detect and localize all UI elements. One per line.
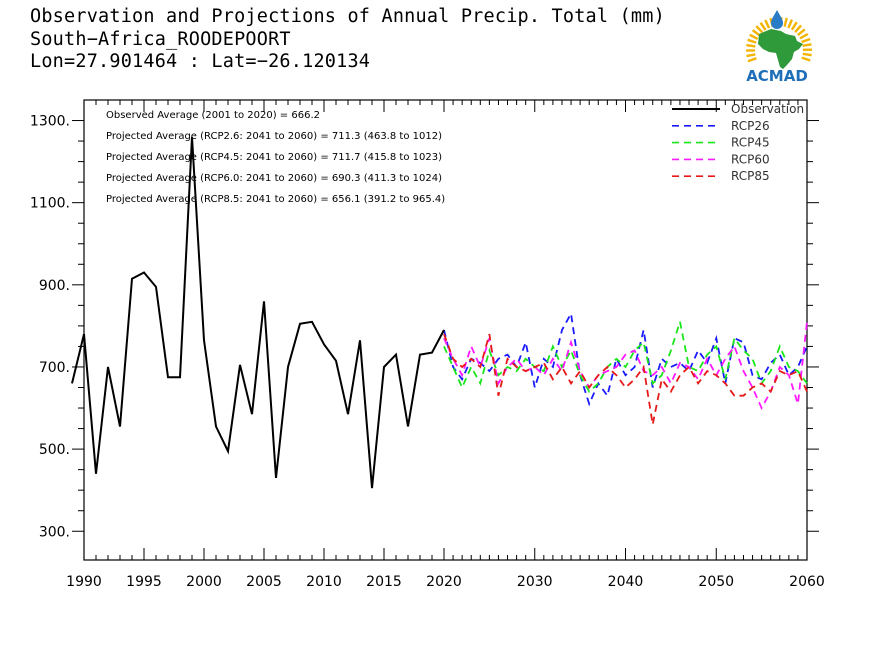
sun-ray bbox=[790, 21, 798, 31]
chart-title-line-1: Observation and Projections of Annual Pr… bbox=[30, 6, 665, 27]
sun-ray bbox=[801, 56, 811, 62]
series-line-rcp26 bbox=[443, 310, 808, 407]
sun-ray bbox=[794, 24, 802, 33]
legend-label: RCP85 bbox=[731, 169, 770, 183]
legend: Observation RCP26 RCP45 RCP60 RCP85 bbox=[672, 102, 804, 183]
x-tick-label: 2010 bbox=[306, 574, 342, 590]
series-line-rcp45 bbox=[443, 321, 808, 394]
x-tick-label: 2060 bbox=[789, 574, 825, 590]
y-tick-label: 900. bbox=[39, 278, 70, 294]
sun-ray bbox=[799, 32, 809, 40]
legend-label: RCP60 bbox=[731, 152, 770, 166]
sun-ray bbox=[746, 43, 756, 48]
plot-border bbox=[83, 99, 808, 561]
chart-title-line-3: Lon=27.901464 : Lat=−26.120134 bbox=[30, 51, 371, 72]
x-tick-label: 1995 bbox=[126, 574, 162, 590]
sun-ray bbox=[797, 28, 806, 36]
sun-ray bbox=[751, 29, 761, 37]
x-tick-label: 2040 bbox=[608, 574, 644, 590]
average-annotation: Projected Average (RCP4.5: 2041 to 2060)… bbox=[106, 152, 442, 163]
y-tick-label: 500. bbox=[39, 442, 70, 458]
sun-ray bbox=[747, 57, 757, 63]
y-tick-label: 300. bbox=[39, 524, 70, 540]
sun-ray bbox=[764, 19, 771, 29]
chart-title-line-2: South−Africa_ROODEPOORT bbox=[30, 28, 291, 50]
sun-ray bbox=[746, 53, 756, 58]
series-line-observation bbox=[71, 136, 445, 489]
legend-label: RCP26 bbox=[731, 119, 770, 133]
sun-ray bbox=[759, 21, 767, 31]
average-annotations: Observed Average (2001 to 2020) = 666.2 P… bbox=[106, 110, 445, 205]
x-tick-label: 2020 bbox=[426, 574, 462, 590]
legend-label: Observation bbox=[731, 102, 804, 116]
average-annotation: Observed Average (2001 to 2020) = 666.2 bbox=[106, 110, 320, 121]
average-annotation: Projected Average (RCP2.6: 2041 to 2060)… bbox=[106, 131, 442, 142]
x-tick-label: 1990 bbox=[66, 574, 102, 590]
sun-ray bbox=[802, 52, 812, 57]
raindrop-icon bbox=[771, 10, 783, 29]
africa-map-icon bbox=[758, 29, 803, 69]
acmad-logo: ACMAD bbox=[745, 10, 813, 85]
sun-ray bbox=[787, 19, 793, 29]
series-line-rcp85 bbox=[443, 333, 808, 425]
acmad-logo-text: ACMAD bbox=[746, 67, 808, 85]
axis-ticks: 1990 1995 2000 2005 2010 2015 2020 2030 2040 2050… bbox=[30, 100, 825, 590]
plot-frame bbox=[83, 99, 808, 561]
series-layer bbox=[71, 136, 808, 489]
sun-ray bbox=[801, 37, 811, 44]
x-tick-label: 2030 bbox=[517, 574, 553, 590]
chart-title: Observation and Projections of Annual Pr… bbox=[30, 6, 665, 74]
y-tick-label: 1100. bbox=[30, 196, 70, 212]
sun-ray bbox=[749, 33, 759, 40]
legend-label: RCP45 bbox=[731, 136, 770, 150]
x-tick-label: 2050 bbox=[698, 574, 734, 590]
x-tick-label: 2000 bbox=[186, 574, 222, 590]
y-tick-label: 700. bbox=[39, 360, 70, 376]
average-annotation: Projected Average (RCP6.0: 2041 to 2060)… bbox=[106, 173, 442, 184]
y-tick-label: 1300. bbox=[30, 114, 70, 130]
sun-ray bbox=[747, 38, 757, 44]
x-tick-label: 2015 bbox=[366, 574, 402, 590]
sun-ray bbox=[802, 43, 812, 48]
average-annotation: Projected Average (RCP8.5: 2041 to 2060)… bbox=[106, 194, 445, 205]
sun-ray bbox=[783, 17, 788, 27]
x-tick-label: 2005 bbox=[246, 574, 282, 590]
sun-ray bbox=[755, 25, 764, 34]
